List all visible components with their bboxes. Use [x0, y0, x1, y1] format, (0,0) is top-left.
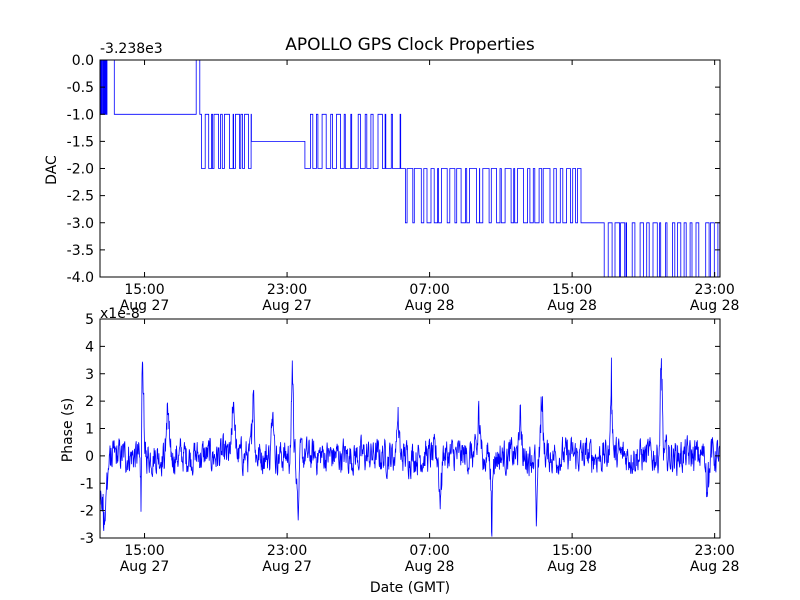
y-tick-label: -2.0: [67, 162, 94, 178]
x-tick-label-date: Aug 28: [547, 298, 597, 314]
y-tick-label: 2: [85, 394, 94, 410]
y-tick-label: 5: [85, 312, 94, 328]
x-tick-label-time: 23:00: [694, 543, 734, 559]
y-tick-label: -3.5: [67, 243, 94, 259]
x-tick-label-time: 15:00: [124, 282, 164, 298]
x-tick-label-date: Aug 28: [690, 298, 740, 314]
x-tick-label-date: Aug 27: [120, 298, 170, 314]
x-tick-label-time: 15:00: [552, 543, 592, 559]
y-tick-label: 3: [85, 367, 94, 383]
y-tick-label: 1: [85, 422, 94, 438]
y-tick-label: -0.5: [67, 80, 94, 96]
dac-y-axis-label: DAC: [44, 155, 60, 185]
y-tick-label: -1: [80, 476, 94, 492]
y-tick-label: -2.5: [67, 189, 94, 205]
x-tick-label-time: 23:00: [267, 282, 307, 298]
dac-panel: -3.238e3 DAC 0.0 -0.5 -1.0 -1.5 -2.0 -2.5 -3.0…: [44, 41, 739, 314]
x-tick-label-date: Aug 28: [405, 559, 455, 575]
y-tick-label: -3: [80, 531, 94, 547]
x-tick-label-date: Aug 27: [262, 559, 312, 575]
x-tick-label-time: 15:00: [124, 543, 164, 559]
dac-plot-area: 0.0 -0.5 -1.0 -1.5 -2.0 -2.5 -3.0 -3.5 -4.0 15:00…: [67, 53, 740, 314]
x-tick-label-time: 15:00: [552, 282, 592, 298]
x-tick-label-date: Aug 28: [405, 298, 455, 314]
y-tick-label: -1.5: [67, 134, 94, 150]
x-tick-label-time: 07:00: [409, 543, 449, 559]
y-tick-label: -1.0: [67, 107, 94, 123]
dac-offset-label: -3.238e3: [100, 41, 163, 57]
x-tick-label-date: Aug 27: [120, 559, 170, 575]
x-tick-label-time: 23:00: [694, 282, 734, 298]
phase-offset-label: x1e-8: [100, 306, 140, 322]
phase-y-axis-label: Phase (s): [60, 398, 76, 462]
y-tick-label: -3.0: [67, 216, 94, 232]
y-tick-label: 0: [85, 449, 94, 465]
x-tick-label-date: Aug 27: [262, 298, 312, 314]
x-axis-label: Date (GMT): [370, 580, 450, 596]
x-tick-label-date: Aug 28: [690, 559, 740, 575]
phase-series-line: [99, 357, 721, 537]
phase-panel: x1e-8 Phase (s) Date (GMT) 5 4 3 2 1 0 -1 -2 -3 1…: [60, 306, 739, 596]
x-tick-label-time: 23:00: [267, 543, 307, 559]
x-tick-label-time: 07:00: [409, 282, 449, 298]
y-tick-label: 4: [85, 339, 94, 355]
x-tick-label-date: Aug 28: [547, 559, 597, 575]
dac-series-line: [100, 59, 721, 278]
y-tick-label: -2: [80, 504, 94, 520]
y-tick-label: -4.0: [67, 270, 94, 286]
chart-title: APOLLO GPS Clock Properties: [285, 35, 535, 55]
y-tick-label: 0.0: [72, 53, 94, 69]
